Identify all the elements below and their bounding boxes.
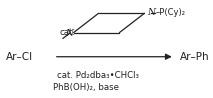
- Text: cat.: cat.: [59, 28, 75, 37]
- Text: Ar–Ph: Ar–Ph: [180, 52, 209, 62]
- Text: N: N: [147, 8, 155, 17]
- Text: N: N: [65, 29, 73, 38]
- Text: cat. Pd₂dba₃•CHCl₃: cat. Pd₂dba₃•CHCl₃: [57, 71, 139, 80]
- Text: Ar–Cl: Ar–Cl: [6, 52, 33, 62]
- Text: PhB(OH)₂, base: PhB(OH)₂, base: [53, 83, 119, 92]
- Text: –P(Cy)₂: –P(Cy)₂: [156, 8, 186, 17]
